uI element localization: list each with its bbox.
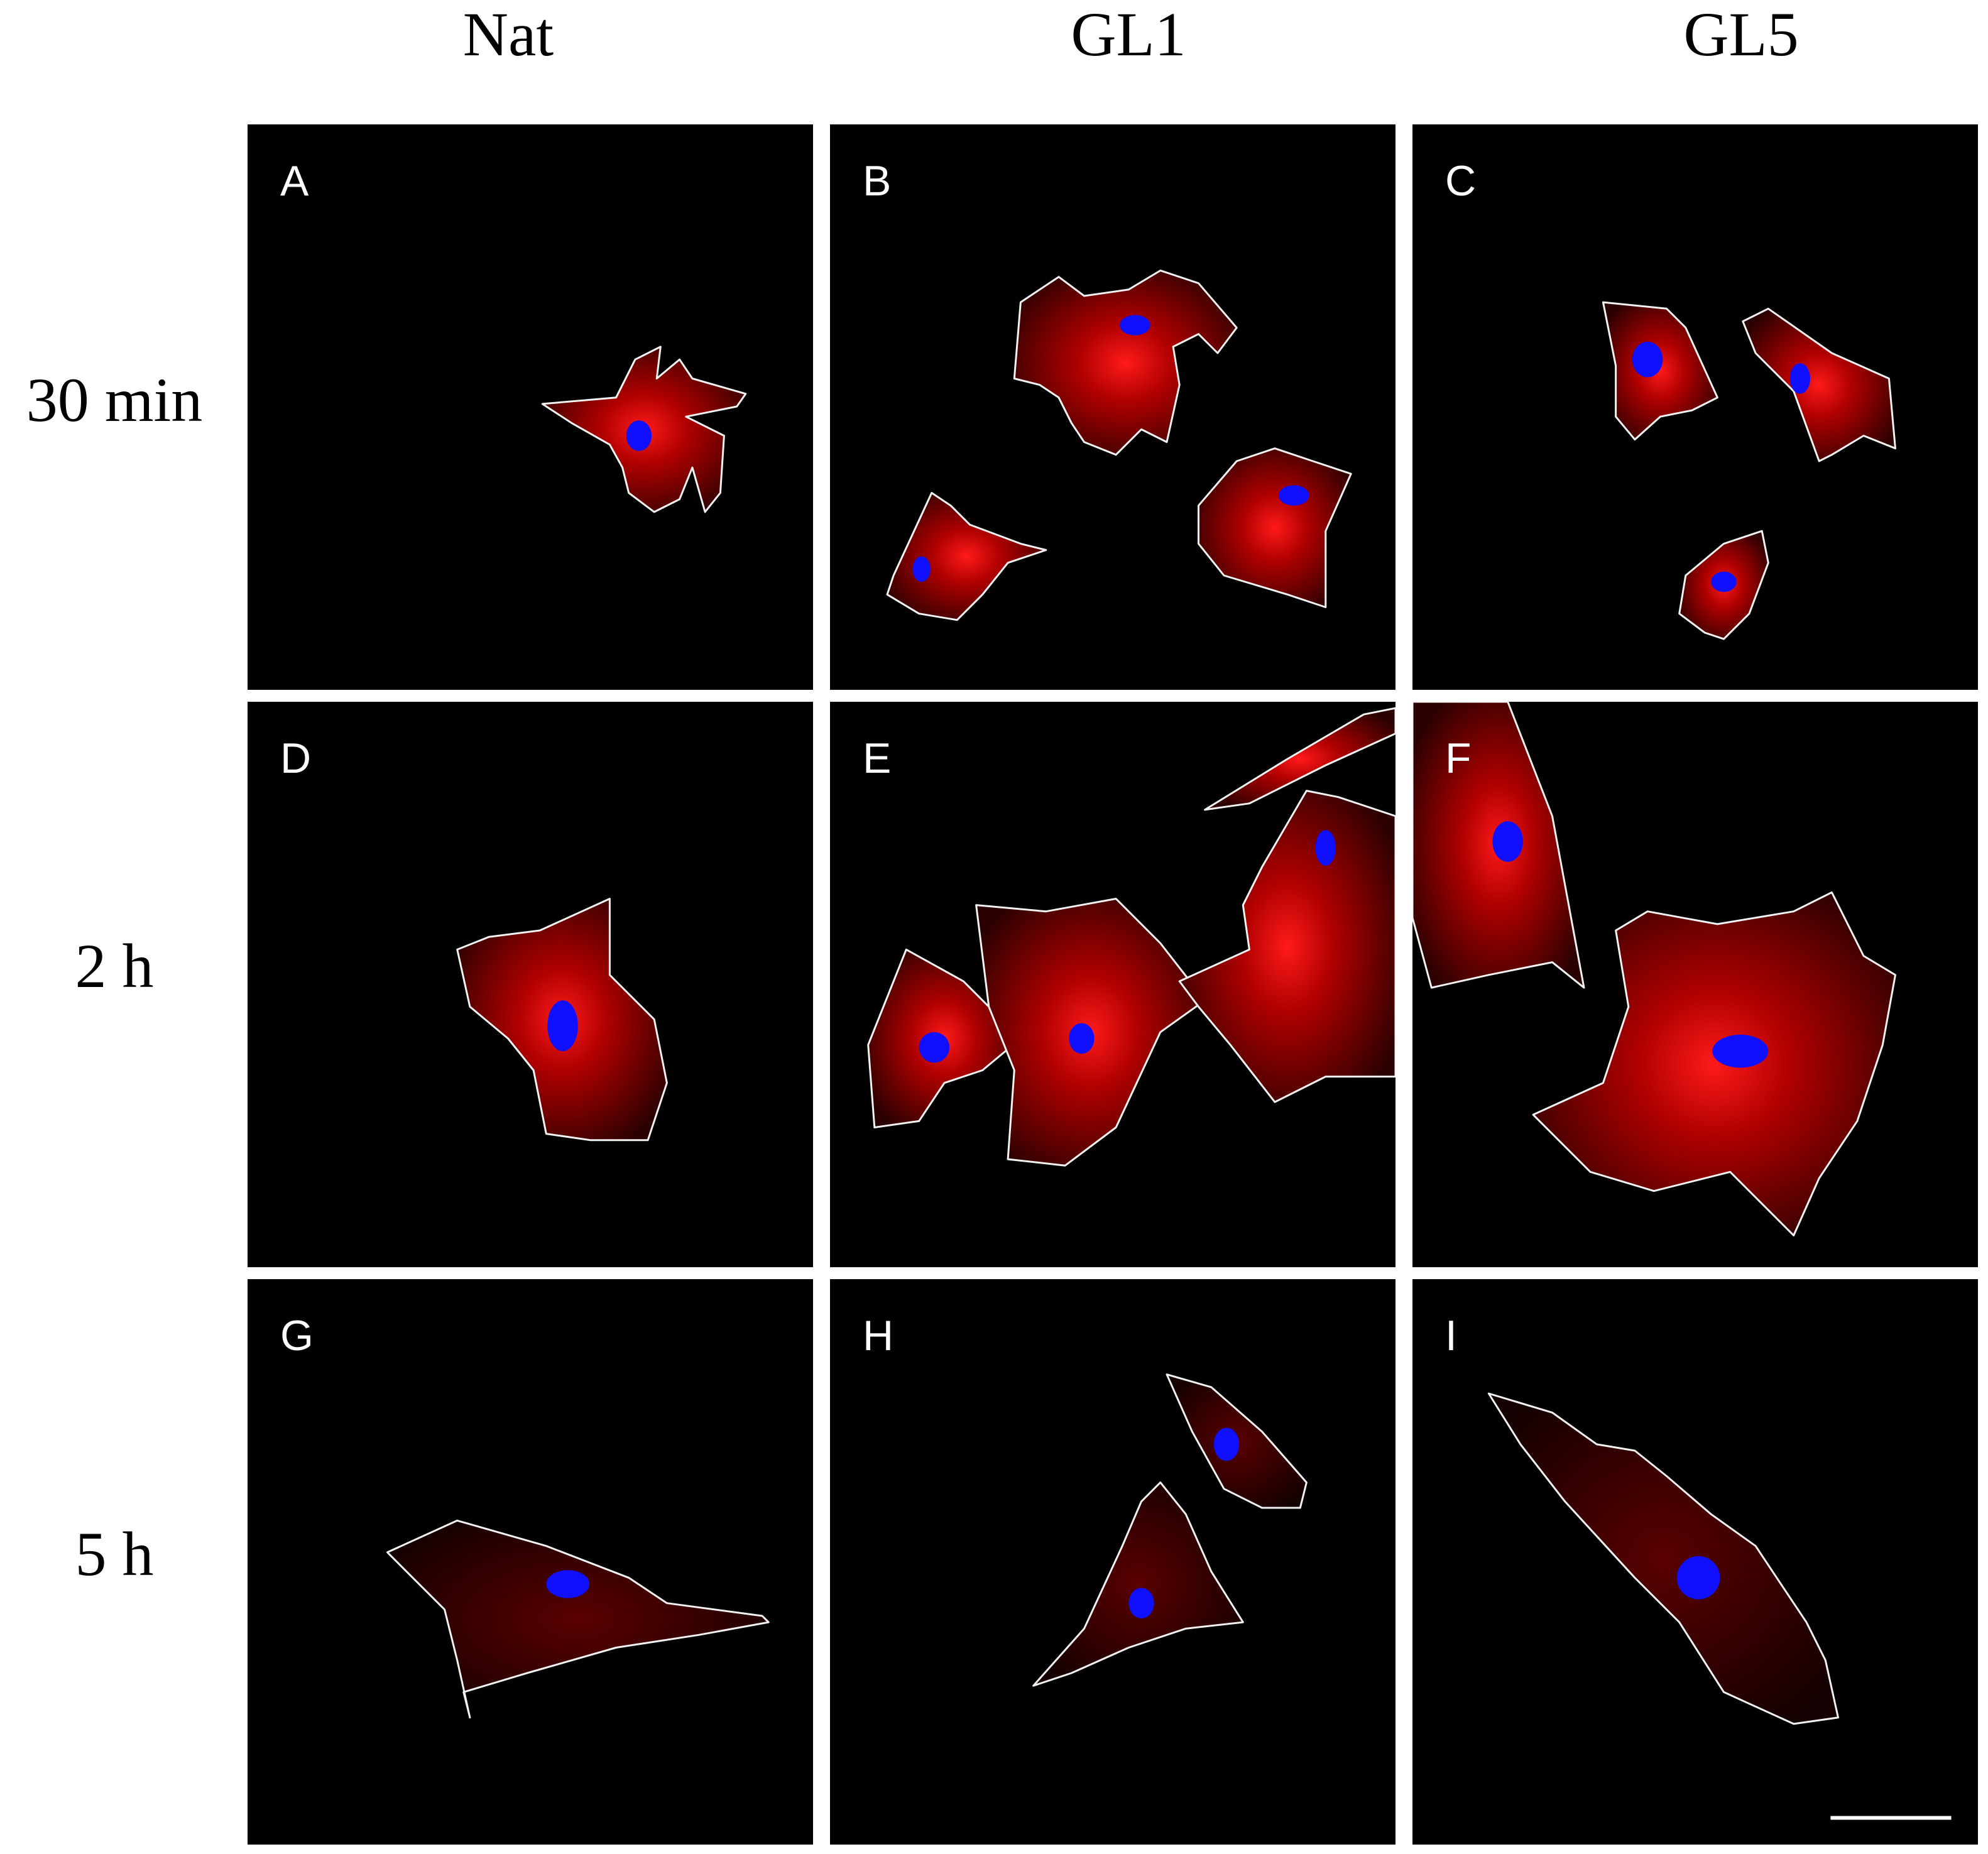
cells	[1602, 301, 1896, 640]
nucleus	[1315, 830, 1336, 866]
nucleus	[1120, 315, 1150, 335]
cells	[456, 898, 668, 1142]
panel-letter: B	[863, 157, 891, 205]
nucleus	[1711, 571, 1737, 592]
cell	[1198, 447, 1352, 608]
micrograph-panel: A	[248, 124, 813, 690]
row-label: 2 h	[75, 931, 154, 1001]
cell	[1602, 301, 1718, 441]
nucleus	[1492, 821, 1523, 862]
micrograph-panel: D	[248, 702, 813, 1267]
cell	[1032, 1481, 1244, 1687]
micrograph-panel: E	[830, 702, 1395, 1267]
micrograph-panel: I	[1412, 1279, 1978, 1845]
nucleus	[1069, 1023, 1095, 1054]
panel-letter: C	[1445, 157, 1476, 205]
column-header: Nat	[463, 0, 554, 69]
panel-background	[830, 1279, 1395, 1845]
micrograph-panel: F	[1412, 702, 1978, 1267]
nucleus	[1128, 1588, 1154, 1618]
panel-letter: G	[280, 1312, 314, 1360]
panel-letter: D	[280, 734, 311, 782]
cell	[1204, 707, 1395, 811]
cells	[886, 270, 1352, 621]
cell	[386, 1519, 770, 1719]
column-header: GL1	[1071, 0, 1186, 69]
nucleus	[919, 1032, 950, 1063]
cell	[1487, 1392, 1839, 1725]
cells	[1487, 1392, 1839, 1725]
nucleus	[626, 420, 652, 451]
cell	[1742, 307, 1896, 462]
cells	[1412, 702, 1896, 1236]
panel-letter: F	[1445, 734, 1472, 782]
nucleus	[1278, 485, 1309, 506]
row-label: 30 min	[26, 365, 203, 435]
row-label: 5 h	[75, 1519, 154, 1589]
panel-letter: E	[863, 734, 891, 782]
cells	[541, 346, 747, 513]
panel-letter: H	[863, 1312, 893, 1360]
nucleus	[1632, 341, 1663, 378]
cell	[886, 492, 1047, 621]
nucleus	[547, 1000, 578, 1052]
cells	[867, 707, 1395, 1167]
nucleus	[1789, 363, 1811, 394]
panel-letter: I	[1445, 1312, 1457, 1360]
nucleus	[1676, 1556, 1720, 1600]
cell	[1532, 891, 1896, 1236]
micrograph-panel: G	[248, 1279, 813, 1845]
cell	[1013, 270, 1238, 456]
micrograph-panel: B	[830, 124, 1395, 690]
cells	[1032, 1373, 1308, 1687]
nucleus	[1213, 1427, 1240, 1461]
cells	[386, 1519, 770, 1719]
micrograph-panel: H	[830, 1279, 1395, 1845]
nucleus	[546, 1570, 590, 1598]
nucleus	[912, 556, 931, 582]
panel-letter: A	[280, 157, 309, 205]
nucleus	[1712, 1034, 1769, 1068]
micrograph-panel: C	[1412, 124, 1978, 690]
column-header: GL5	[1683, 0, 1798, 69]
cell	[1178, 790, 1395, 1103]
